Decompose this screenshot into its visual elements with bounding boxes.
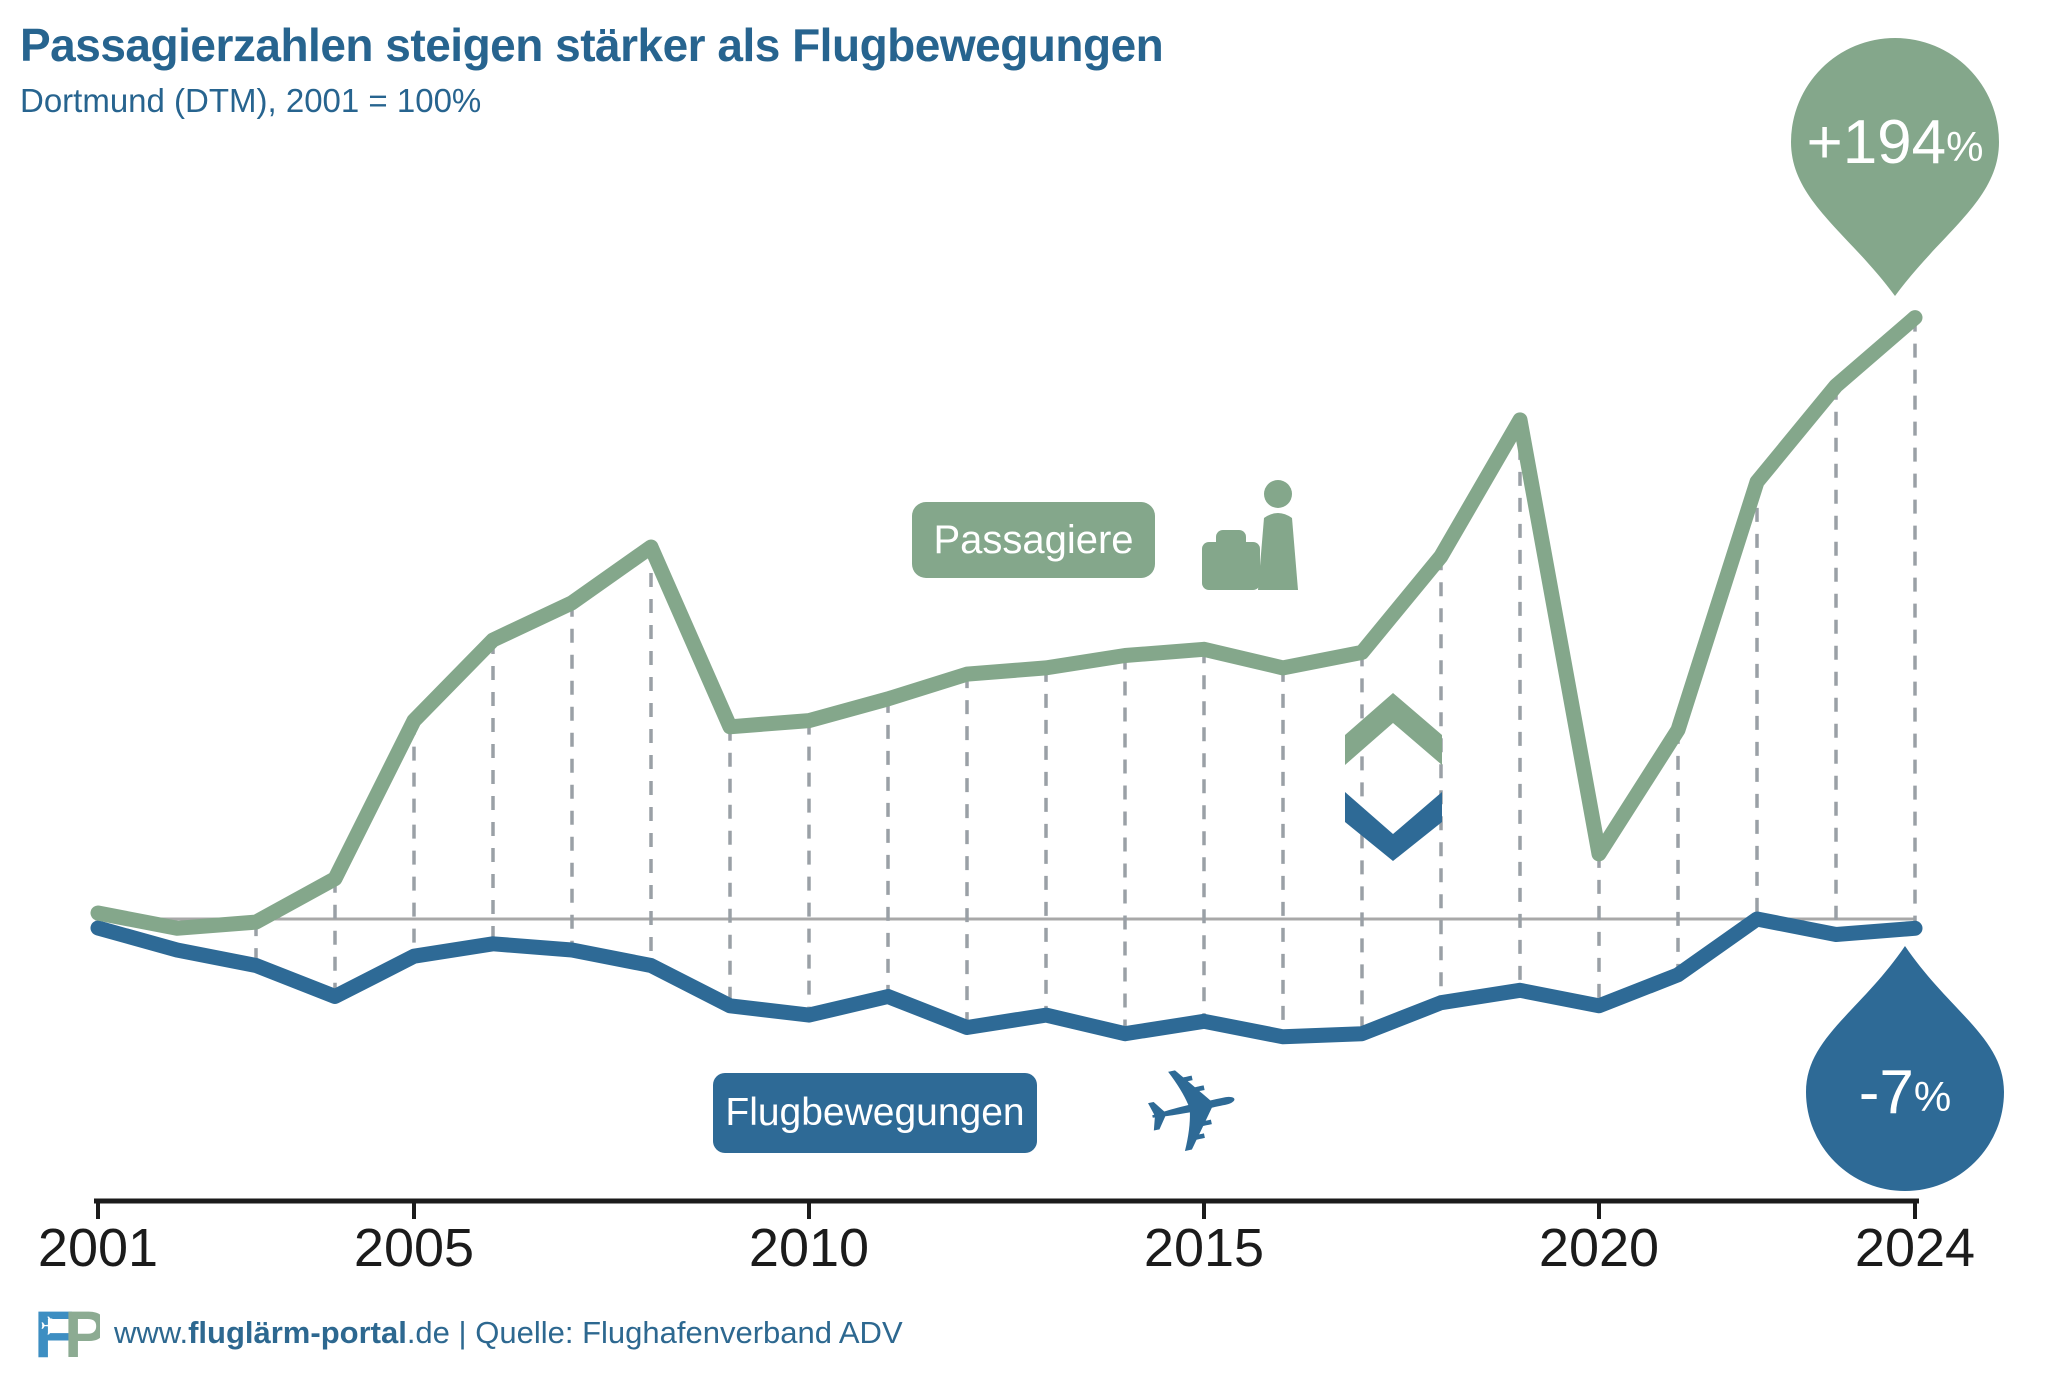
flights-change-value: -7 xyxy=(1858,1057,1914,1127)
passenger-icon xyxy=(1202,480,1298,590)
footer-text: www.fluglärm-portal.de | Quelle: Flughaf… xyxy=(114,1315,903,1351)
chevron-down-icon xyxy=(1345,792,1442,861)
chevron-icons xyxy=(1345,693,1442,861)
axis-tick-label: 2010 xyxy=(749,1218,869,1278)
passengers-balloon-marker xyxy=(1791,38,1999,296)
fp-logo-plane-icon: ✈ xyxy=(40,1312,62,1342)
passengers-change-value: +194 xyxy=(1806,107,1947,177)
flights-drop-marker xyxy=(1806,946,2004,1191)
flights-change-badge: -7% xyxy=(1806,1046,2004,1138)
page-subtitle: Dortmund (DTM), 2001 = 100% xyxy=(20,82,482,119)
flights-series-label: Flugbewegungen xyxy=(713,1073,1037,1153)
axis-tick-label: 2005 xyxy=(354,1218,474,1278)
footer-source: Quelle: Flughafenverband ADV xyxy=(475,1315,903,1350)
passengers-series-label-text: Passagiere xyxy=(933,517,1134,562)
flights-series-label-text: Flugbewegungen xyxy=(725,1091,1025,1134)
footer: F P ✈ www.fluglärm-portal.de | Quelle: F… xyxy=(34,1298,903,1368)
axis-tick-label: 2024 xyxy=(1855,1218,1975,1278)
footer-url-tld[interactable]: .de xyxy=(406,1315,450,1350)
fp-logo-letter-f: F xyxy=(34,1301,74,1365)
passengers-series-label: Passagiere xyxy=(912,502,1155,578)
footer-divider: | xyxy=(458,1315,467,1350)
footer-url-www[interactable]: www. xyxy=(114,1315,189,1350)
footer-url-domain[interactable]: fluglärm-portal xyxy=(188,1315,407,1350)
axis-tick-label: 2001 xyxy=(38,1218,158,1278)
fp-logo-letter-p: P xyxy=(64,1301,100,1365)
flights-change-unit: % xyxy=(1913,1073,1952,1120)
passengers-line xyxy=(90,310,1923,936)
chevron-up-icon xyxy=(1345,693,1442,765)
axis-tick-label: 2015 xyxy=(1144,1218,1264,1278)
axis-tick-label: 2020 xyxy=(1539,1218,1659,1278)
fp-logo: F P ✈ xyxy=(34,1301,100,1365)
page-title: Passagierzahlen steigen stärker als Flug… xyxy=(20,19,1164,71)
flights-line xyxy=(90,911,1923,1045)
passengers-change-badge: +194% xyxy=(1791,96,1999,188)
passengers-change-unit: % xyxy=(1946,123,1984,170)
